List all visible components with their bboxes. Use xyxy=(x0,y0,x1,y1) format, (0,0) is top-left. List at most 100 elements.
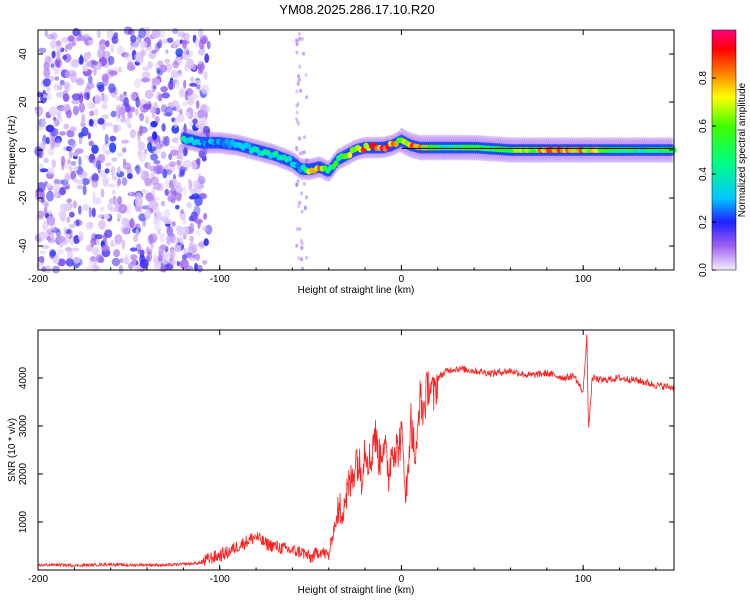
noise-blob xyxy=(200,133,207,138)
noise-blob xyxy=(176,103,181,113)
noise-blob xyxy=(80,122,86,127)
noise-blob xyxy=(93,257,97,268)
noise-blob xyxy=(91,207,96,218)
noise-blob xyxy=(137,249,146,255)
noise-blob xyxy=(151,29,161,39)
noise-blob xyxy=(159,64,168,73)
noise-blob xyxy=(35,106,44,117)
noise-blob xyxy=(98,219,106,230)
noise-blob xyxy=(153,253,157,262)
noise-blob xyxy=(297,256,301,261)
noise-blob xyxy=(100,206,105,212)
noise-blob xyxy=(45,136,50,145)
noise-blob xyxy=(53,254,60,265)
noise-blob xyxy=(68,211,75,218)
x-tick-label: 100 xyxy=(575,574,592,585)
noise-blob xyxy=(188,179,193,191)
noise-blob xyxy=(109,142,117,153)
noise-blob xyxy=(69,144,75,152)
x-tick-label: -200 xyxy=(28,274,48,285)
noise-blob xyxy=(46,215,56,226)
noise-blob xyxy=(151,49,157,54)
noise-blob xyxy=(110,110,118,118)
noise-blob xyxy=(166,169,172,176)
noise-blob xyxy=(302,51,305,56)
noise-blob xyxy=(172,41,177,48)
noise-blob xyxy=(50,63,55,68)
noise-blob xyxy=(295,50,299,55)
noise-blob xyxy=(123,97,129,107)
noise-blob xyxy=(38,231,48,240)
noise-blob xyxy=(131,257,137,269)
noise-blob xyxy=(177,31,186,38)
noise-blob xyxy=(47,167,55,175)
noise-blob xyxy=(205,130,210,138)
noise-blob xyxy=(189,188,197,195)
noise-blob xyxy=(87,75,93,84)
noise-blob xyxy=(158,39,163,45)
noise-blob xyxy=(121,239,126,251)
noise-blob xyxy=(295,182,298,187)
noise-blob xyxy=(46,236,51,241)
noise-blob xyxy=(206,40,211,50)
noise-blob xyxy=(302,182,306,186)
noise-blob xyxy=(150,153,159,161)
noise-blob xyxy=(183,47,189,55)
noise-blob xyxy=(127,111,133,119)
noise-blob xyxy=(61,155,65,166)
noise-blob xyxy=(180,151,184,163)
noise-blob xyxy=(298,200,302,205)
noise-blob xyxy=(297,32,301,36)
spectrogram-x-label: Height of straight line (km) xyxy=(298,285,415,296)
noise-blob xyxy=(295,227,299,232)
chart-title: YM08.2025.286.17.10.R20 xyxy=(279,2,434,17)
noise-blob xyxy=(295,39,299,44)
noise-blob xyxy=(137,141,145,151)
noise-blob xyxy=(172,60,180,69)
noise-blob xyxy=(151,78,156,83)
noise-blob xyxy=(297,121,301,126)
noise-blob xyxy=(107,202,113,211)
noise-blob xyxy=(116,95,121,102)
y-tick-label: 3000 xyxy=(18,414,29,437)
noise-blob xyxy=(142,219,147,228)
noise-blob xyxy=(181,101,188,107)
noise-blob xyxy=(296,80,300,85)
ridge-core xyxy=(287,155,293,162)
noise-blob xyxy=(88,140,95,147)
noise-blob xyxy=(135,167,143,174)
noise-blob xyxy=(129,247,138,252)
noise-blob xyxy=(183,248,187,255)
colorbar-tick-label: 0.2 xyxy=(698,215,709,229)
noise-blob xyxy=(48,106,58,117)
x-tick-label: -200 xyxy=(28,574,48,585)
noise-blob xyxy=(56,111,62,119)
noise-blob xyxy=(111,157,118,162)
noise-blob xyxy=(176,159,181,166)
colorbar-tick-label: 0.6 xyxy=(698,119,709,133)
noise-blob xyxy=(175,186,184,194)
noise-blob xyxy=(300,150,304,155)
noise-blob xyxy=(51,50,56,59)
noise-blob xyxy=(101,103,108,110)
noise-blob xyxy=(42,220,49,231)
noise-blob xyxy=(138,151,147,162)
noise-blob xyxy=(162,136,167,145)
noise-blob xyxy=(97,117,105,125)
noise-blob xyxy=(154,216,159,225)
noise-blob xyxy=(150,120,158,128)
noise-blob xyxy=(107,183,116,188)
x-tick-label: 0 xyxy=(399,574,405,585)
noise-blob xyxy=(85,221,94,230)
noise-blob xyxy=(161,258,169,265)
noise-blob xyxy=(51,159,57,169)
noise-blob xyxy=(145,246,150,255)
noise-blob xyxy=(105,162,112,167)
noise-blob xyxy=(110,242,119,247)
noise-blob xyxy=(91,174,95,182)
noise-blob xyxy=(119,117,127,123)
noise-blob xyxy=(46,183,52,189)
noise-blob xyxy=(120,139,130,144)
noise-blob xyxy=(130,34,137,43)
noise-blob xyxy=(71,161,77,166)
